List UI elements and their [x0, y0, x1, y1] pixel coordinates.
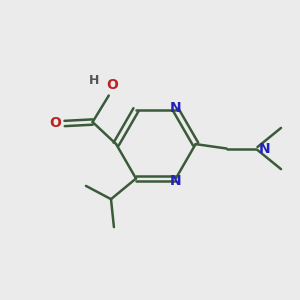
Text: N: N [170, 100, 182, 115]
Text: N: N [258, 142, 270, 155]
Text: H: H [89, 74, 99, 87]
Text: O: O [106, 78, 118, 92]
Text: N: N [170, 174, 182, 188]
Text: O: O [49, 116, 61, 130]
